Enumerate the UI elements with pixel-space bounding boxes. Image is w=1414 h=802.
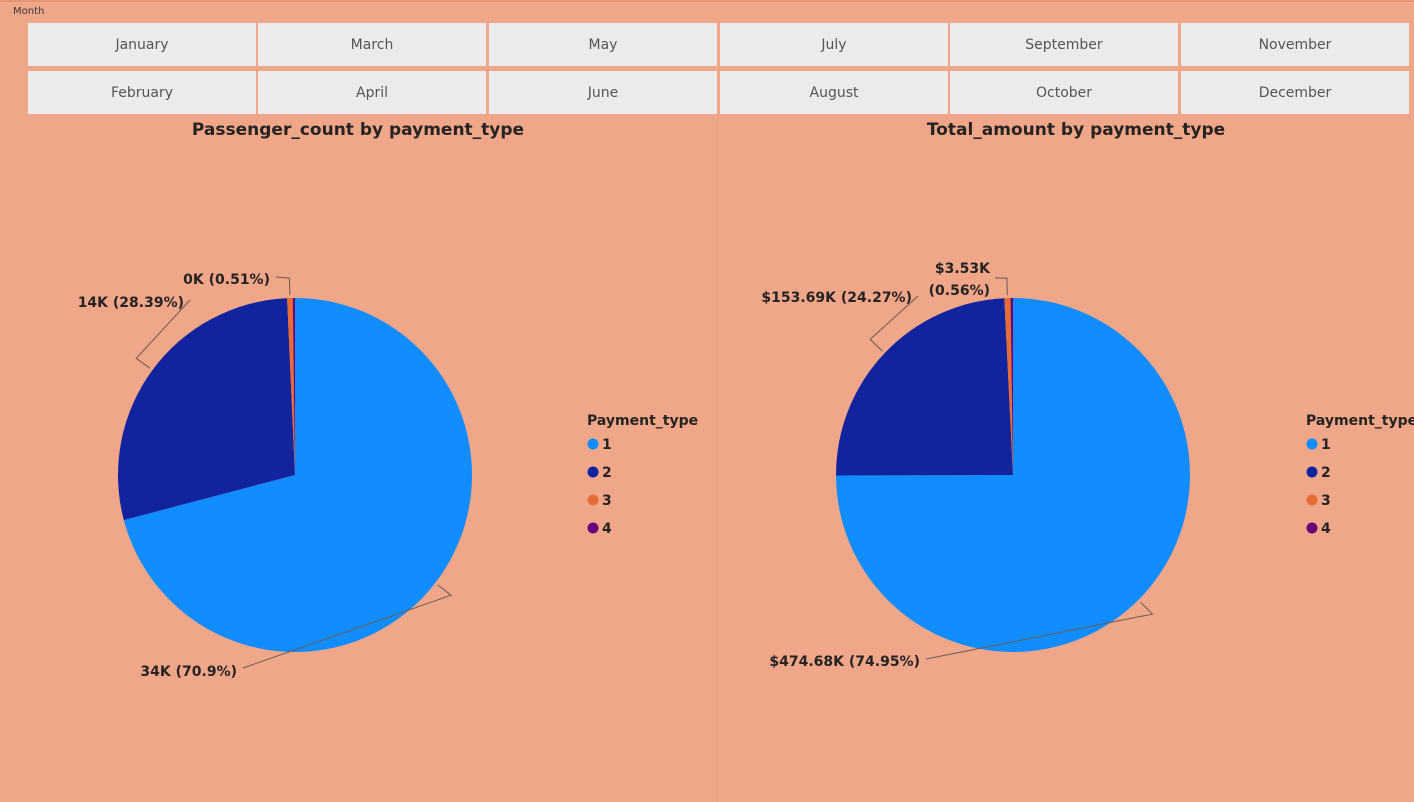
leader-line-3 <box>275 276 291 296</box>
leader-line-1 <box>242 584 453 669</box>
month-button-june[interactable]: June <box>489 71 717 114</box>
top-border <box>0 0 1414 2</box>
legend-marker-1[interactable] <box>587 438 599 450</box>
pie-slice-2[interactable] <box>835 298 1013 476</box>
pie-slice-1[interactable] <box>123 298 472 652</box>
legend-marker-4[interactable] <box>1306 522 1318 534</box>
leader-line-2 <box>135 299 191 369</box>
month-button-july[interactable]: July <box>720 23 948 66</box>
data-label-1: 34K (70.9%) <box>140 664 237 680</box>
amount-chart-title: Total_amount by payment_type <box>926 120 1226 140</box>
legend-label-1[interactable]: 1 <box>602 437 612 453</box>
passenger-count-pie-chart[interactable]: 34K (70.9%) 14K (28.39%) 0K (0.51%) Payment… <box>0 0 716 802</box>
pie-slice-4[interactable] <box>292 298 295 475</box>
legend-marker-3[interactable] <box>587 494 599 506</box>
pie-slice-3[interactable] <box>287 298 295 475</box>
month-button-november[interactable]: November <box>1181 23 1409 66</box>
pie-slice-2[interactable] <box>117 298 295 521</box>
data-label-3: 0K (0.51%) <box>183 272 270 288</box>
month-button-may[interactable]: May <box>489 23 717 66</box>
legend-marker-3[interactable] <box>1306 494 1318 506</box>
legend-marker-1[interactable] <box>1306 438 1318 450</box>
legend-label-2[interactable]: 2 <box>1321 465 1331 481</box>
chart-divider <box>716 118 717 802</box>
legend-marker-2[interactable] <box>1306 466 1318 478</box>
legend-marker-2[interactable] <box>587 466 599 478</box>
legend-label-3[interactable]: 3 <box>1321 493 1331 509</box>
legend-marker-4[interactable] <box>587 522 599 534</box>
leader-line-3 <box>994 277 1008 296</box>
pie-slice-4[interactable] <box>1010 298 1013 475</box>
legend-title: Payment_type <box>1306 413 1414 429</box>
data-label-2: $153.69K (24.27%) <box>761 290 912 306</box>
month-button-march[interactable]: March <box>258 23 486 66</box>
legend-label-4[interactable]: 4 <box>1321 521 1331 537</box>
month-button-august[interactable]: August <box>720 71 948 114</box>
pie-slice-3[interactable] <box>1004 298 1013 475</box>
pie-slice-1[interactable] <box>836 298 1191 652</box>
data-label-1: $474.68K (74.95%) <box>769 654 920 670</box>
month-button-february[interactable]: February <box>28 71 256 114</box>
legend-label-2[interactable]: 2 <box>602 465 612 481</box>
data-label-2: 14K (28.39%) <box>78 295 184 311</box>
legend-label-1[interactable]: 1 <box>1321 437 1331 453</box>
month-button-september[interactable]: September <box>950 23 1178 66</box>
legend-title: Payment_type <box>587 413 698 429</box>
month-button-april[interactable]: April <box>258 71 486 114</box>
data-label-3: $3.53K (0.56%) <box>929 261 992 299</box>
month-button-october[interactable]: October <box>950 71 1178 114</box>
leader-line-2 <box>869 295 919 352</box>
month-slicer-title: Month <box>13 6 45 17</box>
legend-label-3[interactable]: 3 <box>602 493 612 509</box>
passenger-chart-title: Passenger_count by payment_type <box>191 120 525 140</box>
month-button-january[interactable]: January <box>28 23 256 66</box>
leader-line-1 <box>925 601 1154 660</box>
month-button-december[interactable]: December <box>1181 71 1409 114</box>
legend-label-4[interactable]: 4 <box>602 521 612 537</box>
